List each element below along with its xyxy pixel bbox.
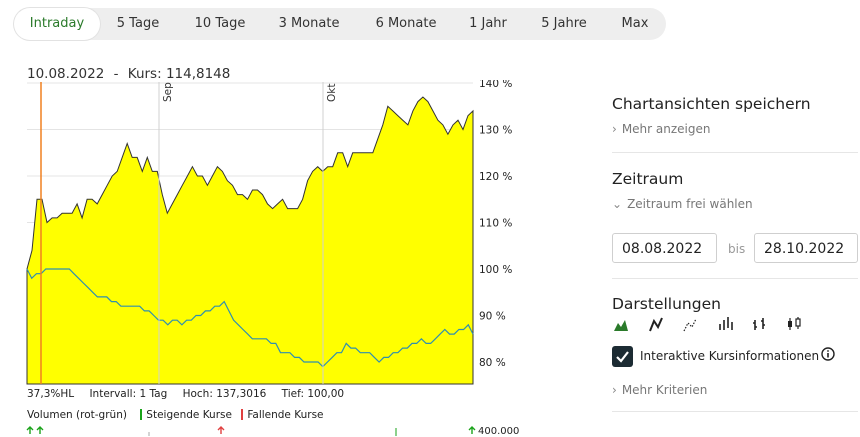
interactive-info-label: Interaktive Kursinformationen bbox=[640, 349, 820, 363]
divider bbox=[612, 152, 858, 153]
tab-1-jahr[interactable]: 1 Jahr bbox=[469, 16, 507, 31]
chart-header: 10.08.2022 - Kurs: 114,8148 bbox=[27, 66, 230, 82]
volume-arrow-up-icon bbox=[26, 426, 34, 434]
bis-label: bis bbox=[728, 242, 746, 256]
area-series bbox=[26, 96, 474, 385]
date-to-field[interactable]: 28.10.2022 bbox=[754, 233, 858, 263]
volume-arrow-up-icon bbox=[468, 426, 476, 434]
checkmark-icon bbox=[616, 351, 629, 363]
y-tick-label: 130 % bbox=[479, 125, 512, 137]
y-tick-label: 90 % bbox=[479, 311, 506, 323]
more-criteria-link[interactable]: › Mehr Kriterien bbox=[612, 383, 707, 397]
y-tick-label: 80 % bbox=[479, 357, 506, 369]
ohlc-bar-chart-icon[interactable] bbox=[716, 314, 738, 334]
y-tick-label: 110 % bbox=[479, 218, 512, 230]
divider bbox=[612, 278, 858, 279]
high-stat: Hoch: 137,3016 bbox=[182, 388, 267, 400]
mountain-chart-icon[interactable] bbox=[612, 314, 634, 334]
save-more-label: Mehr anzeigen bbox=[621, 122, 711, 136]
zeitraum-title: Zeitraum bbox=[612, 170, 684, 188]
zeitraum-link-label: Zeitraum frei wählen bbox=[627, 197, 753, 211]
date-from-field[interactable]: 08.08.2022 bbox=[612, 233, 717, 263]
period-tabs: Intraday 5 Tage 10 Tage 3 Monate 6 Monate 1 J… bbox=[14, 8, 666, 40]
low-stat: Tief: 100,00 bbox=[281, 388, 345, 400]
falling-marker bbox=[241, 409, 244, 420]
info-icon[interactable] bbox=[821, 347, 835, 361]
tab-intraday[interactable]: Intraday bbox=[14, 8, 100, 40]
line-chart-icon[interactable] bbox=[646, 314, 668, 334]
dot-line-chart-icon[interactable] bbox=[680, 314, 702, 334]
volume-legend: Volumen (rot-grün) Steigende Kurse Falle… bbox=[27, 409, 324, 421]
volume-axis-label: 400.000 bbox=[478, 426, 520, 437]
chart-stats: 37,3%HL Intervall: 1 Tag Hoch: 137,3016 … bbox=[27, 388, 356, 400]
y-axis: 80 % 90 % 100 % 110 % 120 % 130 % 140 % bbox=[479, 80, 512, 369]
tab-3-monate[interactable]: 3 Monate bbox=[278, 16, 340, 31]
y-tick-label: 120 % bbox=[479, 171, 512, 183]
tab-max[interactable]: Max bbox=[621, 16, 649, 31]
rising-label: Steigende Kurse bbox=[146, 409, 232, 421]
y-tick-label: 100 % bbox=[479, 264, 512, 276]
chart-date: 10.08.2022 bbox=[27, 66, 105, 82]
darstellungen-title: Darstellungen bbox=[612, 295, 721, 313]
chevron-down-icon: ⌄ bbox=[612, 197, 623, 211]
save-views-title: Chartansichten speichern bbox=[612, 95, 811, 113]
y-tick-label: 140 % bbox=[479, 80, 512, 90]
month-marker-label: Sep bbox=[162, 82, 174, 102]
falling-label: Fallende Kurse bbox=[247, 409, 324, 421]
more-criteria-label: Mehr Kriterien bbox=[621, 383, 708, 397]
kurs-label: Kurs: bbox=[127, 66, 162, 82]
divider bbox=[612, 411, 858, 412]
tab-6-monate[interactable]: 6 Monate bbox=[375, 16, 437, 31]
chart-separator: - bbox=[113, 66, 119, 82]
volume-bars bbox=[26, 426, 476, 436]
month-markers: Sep Okt bbox=[158, 82, 338, 384]
chevron-right-icon: › bbox=[612, 122, 617, 136]
zeitraum-link[interactable]: ⌄ Zeitraum frei wählen bbox=[612, 197, 753, 211]
kurs-value: 114,8148 bbox=[165, 66, 231, 82]
chevron-right-icon: › bbox=[612, 383, 617, 397]
price-chart[interactable]: Sep Okt 80 % 90 % 100 % 110 % 120 % 130 % 140 % bbox=[0, 80, 540, 386]
candlestick-chart-icon[interactable] bbox=[784, 314, 806, 334]
line-series bbox=[26, 268, 474, 368]
tab-10-tage[interactable]: 10 Tage bbox=[194, 16, 246, 31]
volume-arrow-up-icon bbox=[217, 426, 225, 434]
hl-stat: 37,3%HL bbox=[27, 388, 75, 400]
month-marker-label: Okt bbox=[326, 84, 338, 102]
rising-marker bbox=[140, 409, 143, 420]
save-more-link[interactable]: › Mehr anzeigen bbox=[612, 122, 710, 136]
interval-stat: Intervall: 1 Tag bbox=[89, 388, 168, 400]
tab-5-tage[interactable]: 5 Tage bbox=[116, 16, 160, 31]
interactive-info-checkbox[interactable] bbox=[612, 346, 633, 367]
volume-arrow-up-icon bbox=[36, 426, 44, 434]
volume-label: Volumen (rot-grün) bbox=[27, 409, 127, 421]
hlc-bar-chart-icon[interactable] bbox=[750, 314, 772, 334]
tab-5-jahre[interactable]: 5 Jahre bbox=[541, 16, 587, 31]
